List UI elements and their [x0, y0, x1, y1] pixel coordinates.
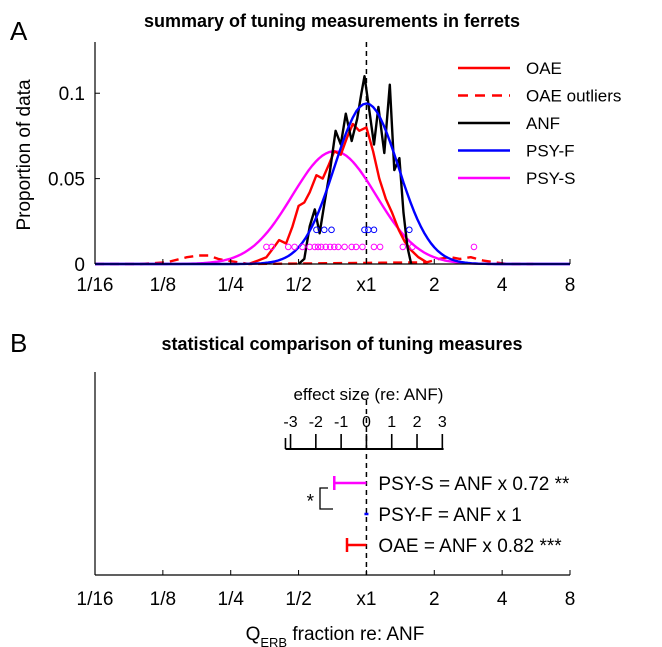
- x-axis-label-main: Q: [246, 624, 261, 645]
- data-point-psy-s: [348, 243, 355, 251]
- data-point-psy-s: [334, 243, 342, 251]
- effect-size-tick-label: 1: [387, 414, 396, 431]
- panel-a-chart: summary of tuning measurements in ferret…: [14, 11, 621, 296]
- row-label: PSY-F = ANF x 1: [378, 505, 521, 526]
- x-tick-label: x1: [356, 589, 376, 610]
- effect-size-axis-label: effect size (re: ANF): [293, 385, 443, 404]
- x-tick-label: 1/8: [150, 589, 176, 610]
- legend-label: OAE: [526, 59, 562, 78]
- legend-label: ANF: [526, 114, 560, 133]
- x-tick-label: 1/16: [77, 589, 114, 610]
- legend-label: OAE outliers: [526, 87, 621, 106]
- significance-star: *: [307, 492, 315, 513]
- legend-label: PSY-S: [526, 169, 575, 188]
- data-point-psy-s: [399, 243, 407, 251]
- x-tick-label: x1: [356, 275, 376, 296]
- data-point-psy-s: [291, 243, 298, 251]
- data-point-psy-s: [268, 243, 276, 251]
- x-axis-label-subscript: ERB: [260, 635, 287, 647]
- panel-b-x-axis-label: QERB fraction re: ANF: [246, 624, 425, 647]
- data-point-psy-s: [330, 243, 338, 251]
- data-point-psy-s: [284, 243, 292, 251]
- x-axis-label-rest: fraction re: ANF: [287, 624, 424, 645]
- data-point-psy-s: [341, 243, 348, 251]
- x-tick-label: 2: [429, 589, 440, 610]
- legend: OAE OAE outliers ANF PSY-F PSY-S: [458, 59, 621, 188]
- data-point-psy-s: [409, 243, 416, 251]
- data-point-psy-f: [313, 226, 320, 234]
- data-point-psy-s: [263, 243, 270, 251]
- row-label: OAE = ANF x 0.82 ***: [378, 536, 562, 557]
- panel-a-title: summary of tuning measurements in ferret…: [144, 11, 520, 31]
- x-tick-label: 2: [429, 275, 440, 296]
- effect-size-tick-label: -2: [309, 414, 323, 431]
- legend-label: PSY-F: [526, 142, 575, 161]
- x-tick-label: 4: [497, 275, 508, 296]
- x-tick-label: 4: [497, 589, 508, 610]
- data-point-psy-f: [370, 226, 378, 234]
- effect-size-tick-label: -3: [283, 414, 297, 431]
- data-point-psy-s: [299, 243, 306, 251]
- x-tick-label: 8: [565, 275, 576, 296]
- y-tick-label: 0: [74, 255, 85, 276]
- data-point-psy-s: [314, 243, 322, 251]
- data-point-psy-s: [376, 243, 384, 251]
- data-point-psy-f: [320, 226, 328, 234]
- data-point-psy-s: [317, 243, 325, 251]
- effect-size-tick-label: 0: [362, 414, 371, 431]
- row-label: PSY-S = ANF x 0.72 **: [378, 474, 570, 495]
- panel-b-title: statistical comparison of tuning measure…: [161, 334, 522, 354]
- data-point-psy-f: [361, 226, 368, 234]
- data-point-psy-s: [352, 243, 360, 251]
- x-tick-label: 1/4: [218, 275, 245, 296]
- x-tick-label: 1/4: [218, 589, 245, 610]
- significance-bracket: [319, 487, 333, 510]
- effect-size-tick-label: -1: [334, 414, 348, 431]
- data-point-psy-s: [311, 243, 319, 251]
- data-point-psy-s: [470, 243, 478, 251]
- x-tick-label: 1/2: [285, 275, 311, 296]
- effect-size-tick-label: 3: [438, 414, 447, 431]
- panel-b-letter: B: [10, 328, 27, 358]
- data-point-psy-f: [365, 226, 372, 234]
- data-point-psy-s: [326, 243, 334, 251]
- data-point-psy-f: [406, 226, 413, 234]
- data-point-psy-f: [328, 226, 335, 234]
- panel-a-letter: A: [10, 16, 28, 46]
- x-tick-label: 1/16: [77, 275, 114, 296]
- panel-b-chart: statistical comparison of tuning measure…: [77, 334, 576, 647]
- x-tick-label: 1/2: [285, 589, 311, 610]
- y-tick-label: 0.1: [59, 84, 85, 105]
- data-point-psy-s: [370, 243, 378, 251]
- series-line-oae: [248, 122, 428, 266]
- effect-size-tick-label: 2: [413, 414, 422, 431]
- series-line-anf: [297, 75, 413, 265]
- data-point-psy-s: [322, 243, 330, 251]
- x-tick-label: 1/8: [150, 275, 176, 296]
- panel-a-y-axis-label: Proportion of data: [14, 79, 35, 230]
- x-tick-label: 8: [565, 589, 576, 610]
- data-point-psy-s: [359, 243, 366, 251]
- y-tick-label: 0.05: [48, 170, 85, 191]
- series-line-psy-f: [95, 102, 570, 266]
